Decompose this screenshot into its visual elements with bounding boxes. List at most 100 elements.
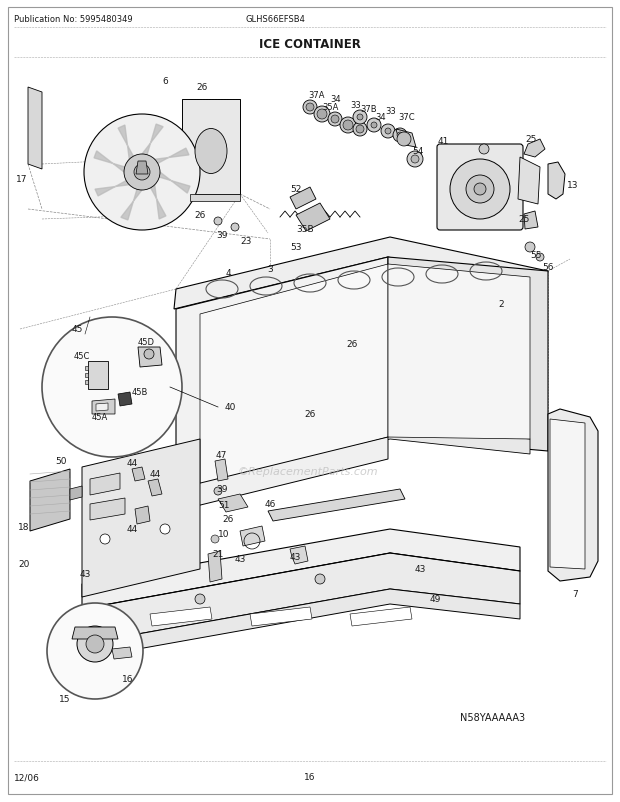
Text: 20: 20 xyxy=(18,560,29,569)
Polygon shape xyxy=(72,627,118,639)
Circle shape xyxy=(353,123,367,137)
Polygon shape xyxy=(396,130,416,148)
Polygon shape xyxy=(142,172,166,220)
Polygon shape xyxy=(135,506,150,525)
Polygon shape xyxy=(176,257,388,489)
Circle shape xyxy=(306,104,314,111)
Text: N58YAAAAA3: N58YAAAAA3 xyxy=(460,712,525,722)
Text: 34: 34 xyxy=(330,95,340,104)
Text: 21: 21 xyxy=(212,550,223,559)
Polygon shape xyxy=(142,125,163,172)
Polygon shape xyxy=(90,473,120,496)
Polygon shape xyxy=(174,237,548,310)
Circle shape xyxy=(100,534,110,545)
Polygon shape xyxy=(138,347,162,367)
Text: 44: 44 xyxy=(149,470,161,479)
Ellipse shape xyxy=(195,129,227,174)
Circle shape xyxy=(367,119,381,133)
Text: 43: 43 xyxy=(415,565,427,573)
Circle shape xyxy=(195,594,205,604)
Text: GLHS66EFSB4: GLHS66EFSB4 xyxy=(245,15,305,25)
Circle shape xyxy=(371,123,377,129)
Circle shape xyxy=(525,243,535,253)
Circle shape xyxy=(160,525,170,534)
Text: 45: 45 xyxy=(72,325,83,334)
Polygon shape xyxy=(121,172,142,221)
Polygon shape xyxy=(215,460,228,481)
Text: 35B: 35B xyxy=(296,225,314,234)
Polygon shape xyxy=(82,553,520,644)
Circle shape xyxy=(381,125,395,139)
Text: 23: 23 xyxy=(240,237,251,245)
Text: 33: 33 xyxy=(385,107,396,116)
Circle shape xyxy=(77,626,113,662)
Text: 43: 43 xyxy=(80,569,91,579)
Circle shape xyxy=(411,156,419,164)
Polygon shape xyxy=(388,265,530,439)
Polygon shape xyxy=(182,100,240,195)
Text: 45D: 45D xyxy=(138,338,155,347)
Circle shape xyxy=(536,253,544,261)
Text: 3: 3 xyxy=(267,265,273,274)
Polygon shape xyxy=(296,204,330,232)
Text: 26: 26 xyxy=(197,83,208,92)
Circle shape xyxy=(343,121,353,131)
Text: 25: 25 xyxy=(518,215,529,225)
Polygon shape xyxy=(142,149,189,172)
Text: 54: 54 xyxy=(412,148,423,156)
Circle shape xyxy=(47,603,143,699)
Text: 44: 44 xyxy=(126,459,138,468)
Text: 45B: 45B xyxy=(132,388,148,397)
Text: 41: 41 xyxy=(438,137,450,146)
Polygon shape xyxy=(95,172,142,196)
Text: 40: 40 xyxy=(225,403,236,412)
Polygon shape xyxy=(88,362,108,390)
Circle shape xyxy=(315,574,325,585)
Circle shape xyxy=(397,133,403,139)
Circle shape xyxy=(340,118,356,134)
Text: 17: 17 xyxy=(16,176,28,184)
Circle shape xyxy=(211,535,219,543)
Polygon shape xyxy=(524,140,545,158)
Polygon shape xyxy=(190,195,240,202)
Polygon shape xyxy=(96,403,108,411)
Circle shape xyxy=(144,350,154,359)
Polygon shape xyxy=(200,424,530,489)
Text: 47: 47 xyxy=(216,451,228,460)
Circle shape xyxy=(86,635,104,653)
Polygon shape xyxy=(136,162,148,175)
Polygon shape xyxy=(208,551,222,582)
Circle shape xyxy=(124,155,160,191)
Circle shape xyxy=(303,101,317,115)
Circle shape xyxy=(317,110,327,119)
Polygon shape xyxy=(28,88,42,170)
Text: 46: 46 xyxy=(265,500,277,508)
Text: 45C: 45C xyxy=(74,352,91,361)
Text: 6: 6 xyxy=(162,78,168,87)
Text: 10: 10 xyxy=(218,530,229,539)
Text: 39: 39 xyxy=(216,485,228,494)
Circle shape xyxy=(466,176,494,204)
Polygon shape xyxy=(524,212,538,229)
Text: 18: 18 xyxy=(18,523,30,532)
Circle shape xyxy=(385,129,391,135)
Text: 53: 53 xyxy=(290,243,301,252)
Circle shape xyxy=(407,152,423,168)
Polygon shape xyxy=(388,257,548,452)
Polygon shape xyxy=(550,419,585,569)
Circle shape xyxy=(353,111,367,125)
Text: 7: 7 xyxy=(572,589,578,599)
Text: 2: 2 xyxy=(498,300,503,309)
Polygon shape xyxy=(548,410,598,581)
FancyBboxPatch shape xyxy=(437,145,523,231)
Polygon shape xyxy=(240,526,265,546)
Polygon shape xyxy=(132,468,145,481)
Text: ©ReplacementParts.com: ©ReplacementParts.com xyxy=(237,467,378,476)
Text: 50: 50 xyxy=(55,457,66,466)
Polygon shape xyxy=(85,380,88,384)
Polygon shape xyxy=(112,647,132,659)
Text: 37C: 37C xyxy=(398,113,415,123)
Text: 26: 26 xyxy=(347,340,358,349)
Polygon shape xyxy=(250,607,312,626)
Polygon shape xyxy=(290,546,308,565)
